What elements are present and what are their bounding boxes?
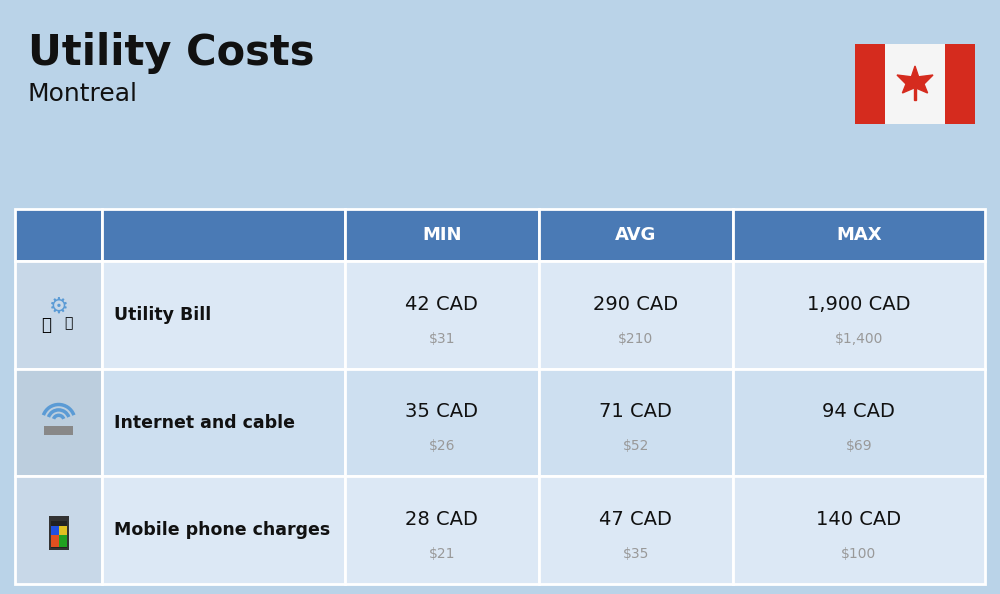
Text: Utility Bill: Utility Bill <box>114 306 212 324</box>
FancyBboxPatch shape <box>15 209 102 261</box>
Text: Internet and cable: Internet and cable <box>114 413 295 431</box>
Text: 35 CAD: 35 CAD <box>405 402 478 421</box>
Text: 140 CAD: 140 CAD <box>816 510 901 529</box>
Text: AVG: AVG <box>615 226 656 244</box>
FancyBboxPatch shape <box>15 369 102 476</box>
FancyBboxPatch shape <box>539 261 733 369</box>
FancyBboxPatch shape <box>59 535 67 547</box>
Text: ⚙: ⚙ <box>49 297 69 317</box>
FancyBboxPatch shape <box>733 209 985 261</box>
FancyBboxPatch shape <box>855 44 885 124</box>
Text: $100: $100 <box>841 547 877 561</box>
FancyBboxPatch shape <box>885 44 945 124</box>
Text: $31: $31 <box>429 331 455 346</box>
Text: Mobile phone charges: Mobile phone charges <box>114 521 331 539</box>
FancyBboxPatch shape <box>51 521 67 548</box>
FancyBboxPatch shape <box>102 261 345 369</box>
Text: Montreal: Montreal <box>28 82 138 106</box>
Text: MAX: MAX <box>836 226 882 244</box>
Text: $52: $52 <box>623 439 649 453</box>
FancyBboxPatch shape <box>345 476 539 584</box>
FancyBboxPatch shape <box>539 369 733 476</box>
FancyBboxPatch shape <box>733 476 985 584</box>
FancyBboxPatch shape <box>51 526 59 535</box>
Text: 42 CAD: 42 CAD <box>405 295 478 314</box>
FancyBboxPatch shape <box>102 369 345 476</box>
FancyBboxPatch shape <box>539 476 733 584</box>
FancyBboxPatch shape <box>51 535 59 547</box>
FancyBboxPatch shape <box>49 516 69 550</box>
Text: 🔌: 🔌 <box>42 316 52 334</box>
FancyBboxPatch shape <box>539 209 733 261</box>
Text: Utility Costs: Utility Costs <box>28 32 314 74</box>
FancyBboxPatch shape <box>733 369 985 476</box>
FancyBboxPatch shape <box>44 426 73 435</box>
Text: MIN: MIN <box>422 226 462 244</box>
FancyBboxPatch shape <box>345 261 539 369</box>
FancyBboxPatch shape <box>15 261 102 369</box>
Text: 71 CAD: 71 CAD <box>599 402 672 421</box>
Text: $26: $26 <box>429 439 455 453</box>
Text: $21: $21 <box>429 547 455 561</box>
Polygon shape <box>897 66 933 93</box>
Text: 94 CAD: 94 CAD <box>822 402 895 421</box>
FancyBboxPatch shape <box>102 209 345 261</box>
Text: 47 CAD: 47 CAD <box>599 510 672 529</box>
Text: 💧: 💧 <box>64 316 73 330</box>
Text: $1,400: $1,400 <box>835 331 883 346</box>
FancyBboxPatch shape <box>102 476 345 584</box>
FancyBboxPatch shape <box>345 209 539 261</box>
FancyBboxPatch shape <box>15 476 102 584</box>
Text: 1,900 CAD: 1,900 CAD <box>807 295 911 314</box>
FancyBboxPatch shape <box>345 369 539 476</box>
Text: $35: $35 <box>623 547 649 561</box>
FancyBboxPatch shape <box>945 44 975 124</box>
Polygon shape <box>914 87 916 100</box>
Text: 28 CAD: 28 CAD <box>405 510 478 529</box>
Text: 290 CAD: 290 CAD <box>593 295 678 314</box>
Text: $69: $69 <box>846 439 872 453</box>
Text: $210: $210 <box>618 331 653 346</box>
FancyBboxPatch shape <box>59 526 67 535</box>
FancyBboxPatch shape <box>733 261 985 369</box>
